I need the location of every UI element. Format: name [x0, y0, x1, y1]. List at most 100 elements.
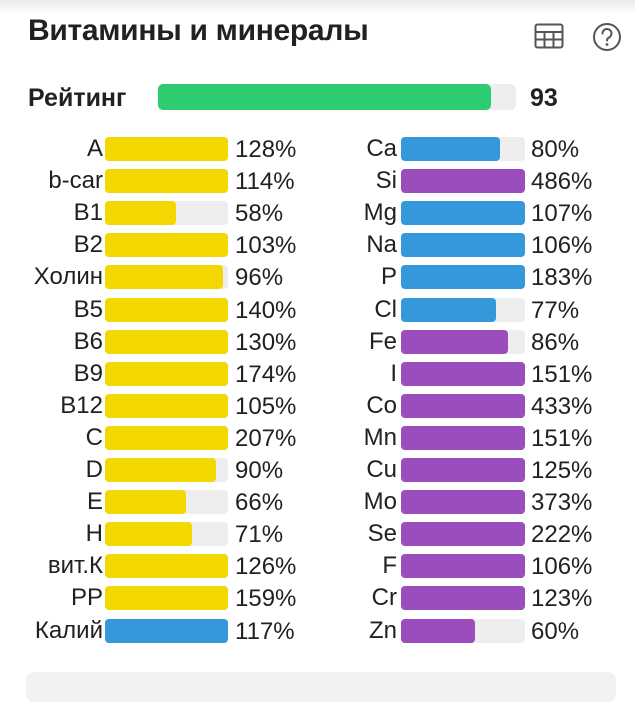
- nutrient-row-b-car: b-car 114%: [0, 165, 320, 197]
- nutrient-row-P: P 183%: [300, 261, 620, 293]
- nutrient-bar-fill: [401, 618, 476, 643]
- nutrient-label: Cl: [374, 295, 397, 323]
- nutrient-bar: [105, 201, 228, 226]
- nutrient-row-A: A 128%: [0, 133, 320, 165]
- nutrient-bar: [105, 361, 228, 386]
- rating-bar: [158, 84, 516, 110]
- nutrient-label: Калий: [34, 616, 103, 644]
- nutrient-percent: 114%: [235, 168, 295, 196]
- nutrient-percent: 183%: [531, 264, 593, 292]
- nutrient-label: Si: [375, 167, 397, 195]
- rating-value: 93: [530, 84, 558, 112]
- nutrient-label: Fe: [368, 327, 397, 355]
- nutrient-row-C: C 207%: [0, 422, 320, 454]
- nutrient-bar: [105, 169, 228, 194]
- nutrient-percent: 107%: [531, 200, 593, 228]
- nutrient-bar: [401, 618, 525, 643]
- nutrient-row-E: E 66%: [0, 486, 320, 518]
- nutrient-bar: [401, 425, 525, 450]
- nutrient-bar-fill: [105, 522, 193, 547]
- nutrient-label: H: [85, 520, 103, 548]
- nutrient-percent: 159%: [235, 585, 297, 613]
- nutrient-percent: 77%: [531, 296, 580, 324]
- nutrient-bar: [105, 137, 228, 161]
- nutrient-percent: 151%: [531, 360, 593, 388]
- nutrient-row-Se: Se 222%: [300, 518, 620, 550]
- nutrient-percent: 58%: [235, 200, 284, 228]
- nutrient-bar-fill: [105, 586, 228, 611]
- nutrient-percent: 126%: [235, 553, 297, 581]
- nutrient-bar-fill: [105, 361, 228, 386]
- nutrient-row-F: F 106%: [300, 550, 620, 582]
- nutrient-bar-fill: [401, 233, 525, 258]
- nutrient-bar-fill: [401, 554, 525, 579]
- nutrient-percent: 222%: [531, 521, 593, 549]
- nutrient-bar-fill: [401, 586, 525, 611]
- help-icon[interactable]: [592, 22, 622, 52]
- nutrient-percent: 96%: [235, 264, 284, 292]
- nutrient-bar-fill: [105, 490, 187, 515]
- nutrient-percent: 207%: [235, 424, 297, 452]
- nutrient-label: F: [382, 552, 397, 580]
- nutrient-bar: [401, 586, 525, 611]
- nutrient-bar: [105, 586, 228, 611]
- nutrient-label: I: [390, 359, 397, 387]
- nutrient-row-Co: Co 433%: [300, 390, 620, 422]
- nutrient-percent: 123%: [531, 585, 593, 613]
- nutrient-label: PP: [70, 584, 103, 612]
- nutrient-bar: [401, 297, 525, 322]
- nutrient-bar-fill: [105, 137, 228, 161]
- nutrient-bar-fill: [401, 490, 525, 515]
- nutrient-label: B5: [73, 295, 103, 323]
- rating-bar-fill: [158, 84, 491, 110]
- nutrient-percent: 86%: [531, 328, 580, 356]
- nutrient-bar-fill: [105, 233, 228, 258]
- nutrient-bar-fill: [105, 393, 228, 418]
- nutrient-bar: [105, 554, 228, 579]
- nutrient-bar: [401, 329, 525, 354]
- nutrient-percent: 174%: [235, 360, 297, 388]
- nutrient-label: вит.К: [47, 552, 103, 580]
- nutrient-bar-fill: [105, 297, 228, 322]
- nutrient-row-I: I 151%: [300, 358, 620, 390]
- nutrient-row-D: D 90%: [0, 454, 320, 486]
- nutrient-row-Si: Si 486%: [300, 165, 620, 197]
- nutrient-bar-fill: [105, 265, 224, 290]
- nutrient-label: D: [85, 456, 103, 483]
- nutrient-bar: [401, 393, 525, 418]
- nutrient-bar-fill: [401, 393, 525, 418]
- nutrient-bar: [401, 554, 525, 579]
- nutrient-label: Cu: [366, 456, 397, 483]
- nutrient-row-Калий: Калий 117%: [0, 615, 320, 647]
- table-icon[interactable]: [534, 23, 564, 49]
- nutrient-label: B6: [73, 327, 103, 355]
- top-shadow: [0, 0, 635, 14]
- nutrient-row-Fe: Fe 86%: [300, 326, 620, 358]
- nutrient-bar: [401, 522, 525, 547]
- nutrient-bar: [105, 490, 228, 515]
- nutrient-row-Mn: Mn 151%: [300, 422, 620, 454]
- nutrient-bar-fill: [401, 522, 525, 547]
- nutrient-bar: [401, 265, 525, 290]
- nutrient-percent: 105%: [235, 392, 297, 420]
- nutrient-percent: 106%: [531, 232, 593, 260]
- nutrient-label: Se: [367, 520, 397, 548]
- nutrient-label: Zn: [368, 616, 397, 644]
- nutrient-label: Co: [366, 391, 397, 419]
- nutrient-bar-fill: [401, 425, 525, 450]
- nutrient-bar: [105, 618, 228, 643]
- nutrient-label: C: [85, 423, 103, 451]
- nutrient-label: Mg: [363, 199, 397, 227]
- page-title: Витамины и минералы: [28, 14, 369, 47]
- nutrient-percent: 90%: [235, 457, 284, 484]
- nutrient-bar-fill: [105, 425, 228, 450]
- nutrient-row-B12: B12 105%: [0, 390, 320, 422]
- nutrient-row-PP: PP 159%: [0, 582, 320, 614]
- nutrient-percent: 151%: [531, 424, 593, 452]
- nutrient-bar-fill: [105, 201, 177, 226]
- nutrient-bar: [105, 233, 228, 258]
- nutrient-percent: 125%: [531, 457, 593, 484]
- nutrient-percent: 140%: [235, 296, 297, 324]
- nutrient-bar-fill: [105, 329, 228, 354]
- nutrient-label: Na: [366, 231, 397, 259]
